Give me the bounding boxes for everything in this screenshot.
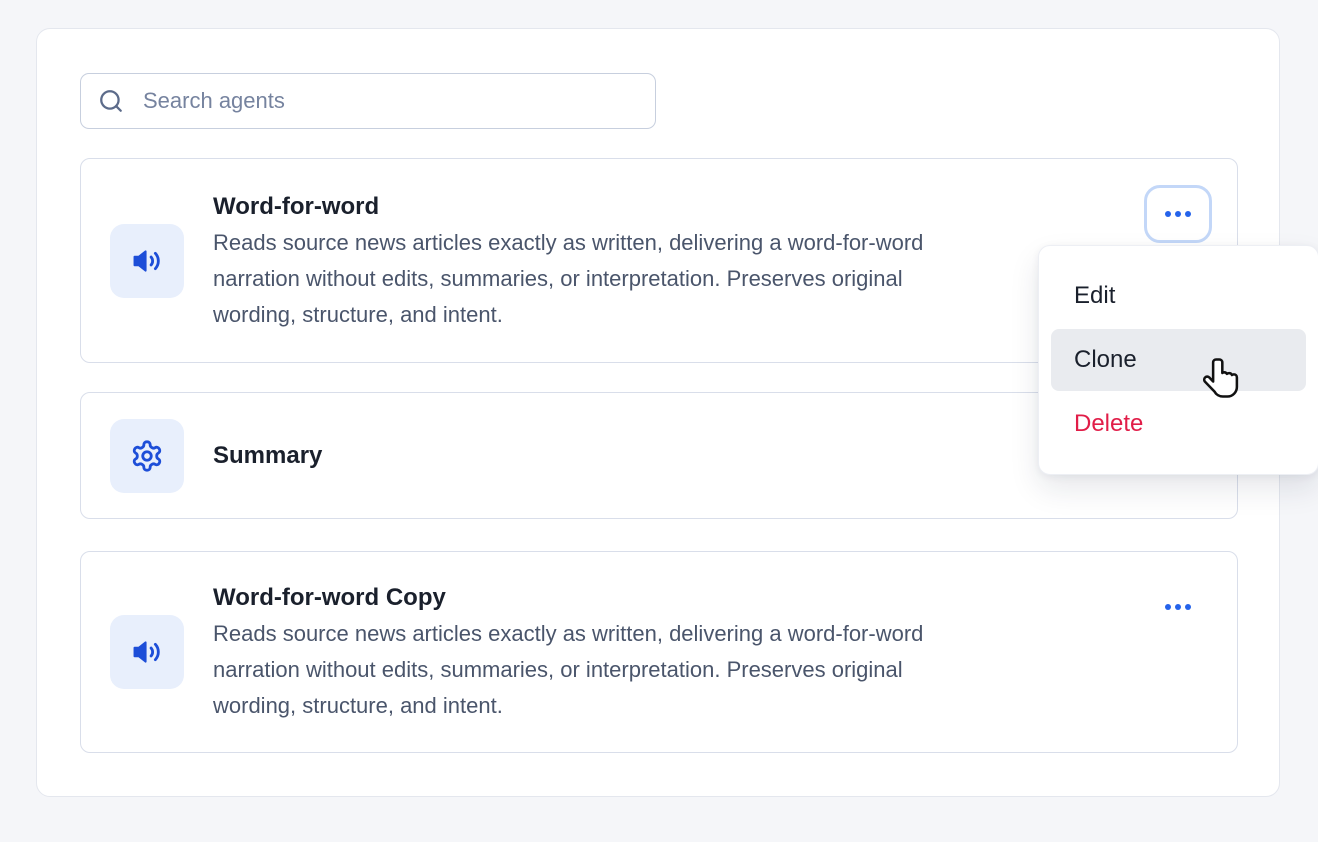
agent-icon-tile <box>110 615 184 689</box>
agent-title: Word-for-word <box>213 192 380 220</box>
agent-description-line: Reads source news articles exactly as wr… <box>213 621 924 646</box>
agent-icon-tile <box>110 418 184 493</box>
agent-icon-tile <box>110 223 184 298</box>
agent-description-line: wording, structure, and intent. <box>213 693 503 718</box>
agent-description-line: wording, structure, and intent. <box>213 301 503 327</box>
ellipsis-icon <box>1165 211 1171 217</box>
menu-item-clone[interactable]: Clone <box>1051 329 1306 391</box>
volume-icon <box>133 641 160 663</box>
agent-description-line: narration without edits, summaries, or i… <box>213 265 903 291</box>
search-input[interactable] <box>80 73 656 129</box>
agent-title: Summary <box>213 441 323 469</box>
agent-card-text: Summary <box>213 438 322 474</box>
search-box <box>80 73 656 129</box>
agent-card-text: Word-for-word Copy Reads source news art… <box>213 580 923 724</box>
agent-card-text: Word-for-word Reads source news articles… <box>213 189 923 333</box>
agent-title: Word-for-word Copy <box>213 584 446 611</box>
context-menu: Edit Clone Delete <box>1038 245 1318 475</box>
agent-menu-button[interactable] <box>1144 578 1212 636</box>
volume-icon <box>133 249 160 272</box>
menu-item-edit[interactable]: Edit <box>1074 281 1116 309</box>
agent-description-line: Reads source news articles exactly as wr… <box>213 229 924 255</box>
gear-icon <box>132 439 162 472</box>
ellipsis-icon <box>1185 604 1191 610</box>
ellipsis-icon <box>1175 604 1181 610</box>
ellipsis-icon <box>1165 604 1171 610</box>
agent-card-word-for-word-copy[interactable]: Word-for-word Copy Reads source news art… <box>80 551 1238 753</box>
ellipsis-icon <box>1175 211 1181 217</box>
ellipsis-icon <box>1185 211 1191 217</box>
agent-description-line: narration without edits, summaries, or i… <box>213 657 903 682</box>
menu-item-delete[interactable]: Delete <box>1074 410 1144 438</box>
agent-menu-button[interactable] <box>1144 185 1212 243</box>
